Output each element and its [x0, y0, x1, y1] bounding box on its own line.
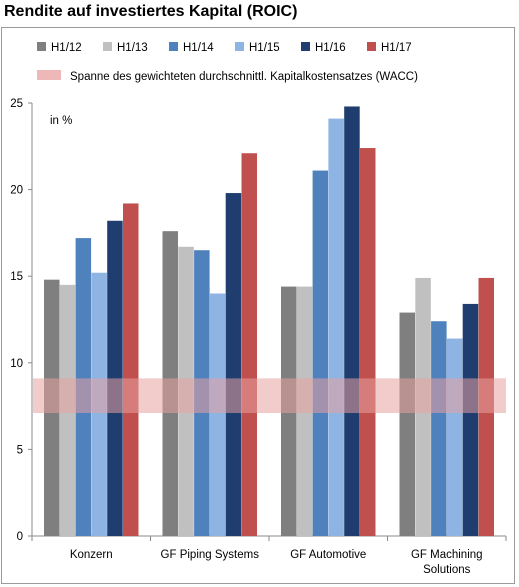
legend-label-1: H1/13	[117, 42, 148, 54]
bar-1-4	[225, 193, 242, 536]
legend-swatch-5	[367, 42, 376, 51]
labels: 0 5 10 15 20 25 in % Konzern GF Piping Systems GF…	[10, 98, 482, 576]
category-label-3: GF Machining Solutions	[411, 549, 483, 576]
wacc-band	[33, 378, 506, 414]
category-label-2: GF Automotive	[290, 549, 366, 561]
bar-2-5	[360, 148, 376, 537]
bar-3-0	[399, 312, 415, 536]
legend-swatch-4	[301, 42, 310, 51]
legend-swatch-2	[169, 42, 178, 51]
bar-3-3	[446, 338, 463, 536]
bars	[44, 106, 494, 537]
bar-3-2	[431, 321, 447, 536]
legend-swatch-3	[235, 42, 244, 51]
bar-1-5	[241, 153, 257, 536]
legend-label-0: H1/12	[51, 42, 82, 54]
category-label-1: GF Piping Systems	[161, 549, 260, 561]
unit-label: in %	[50, 115, 72, 127]
y-tick-label-3: 15	[10, 271, 23, 283]
y-tick-label-0: 0	[17, 531, 23, 543]
legend-band-label: Spanne des gewichteten durchschnittl. Ka…	[70, 71, 418, 83]
y-tick-label-4: 20	[10, 185, 23, 197]
bar-2-2	[312, 170, 329, 536]
chart-frame	[1, 27, 515, 584]
legend-label-2: H1/14	[183, 42, 214, 54]
legend-swatch-1	[103, 42, 112, 51]
category-label-0: Konzern	[70, 549, 113, 561]
wacc-band-layer	[33, 378, 506, 414]
legend-swatch-0	[37, 42, 46, 51]
legend-label-3: H1/15	[249, 42, 280, 54]
bar-1-3	[209, 293, 226, 536]
legend-band-swatch	[37, 70, 61, 80]
legend: H1/12 H1/13 H1/14 H1/15 H1/16 H1/17 Spanne des…	[37, 42, 418, 83]
bar-3-4	[462, 303, 479, 536]
y-tick-label-2: 10	[10, 358, 23, 370]
bar-2-4	[344, 106, 360, 537]
bar-0-5	[123, 203, 139, 536]
y-tick-label-1: 5	[17, 444, 23, 456]
chart-title: Rendite auf investiertes Kapital (ROIC)	[4, 3, 298, 20]
legend-label-4: H1/16	[315, 42, 346, 54]
y-tick-label-5: 25	[10, 98, 23, 110]
legend-label-5: H1/17	[381, 42, 412, 54]
bar-2-3	[328, 118, 344, 536]
